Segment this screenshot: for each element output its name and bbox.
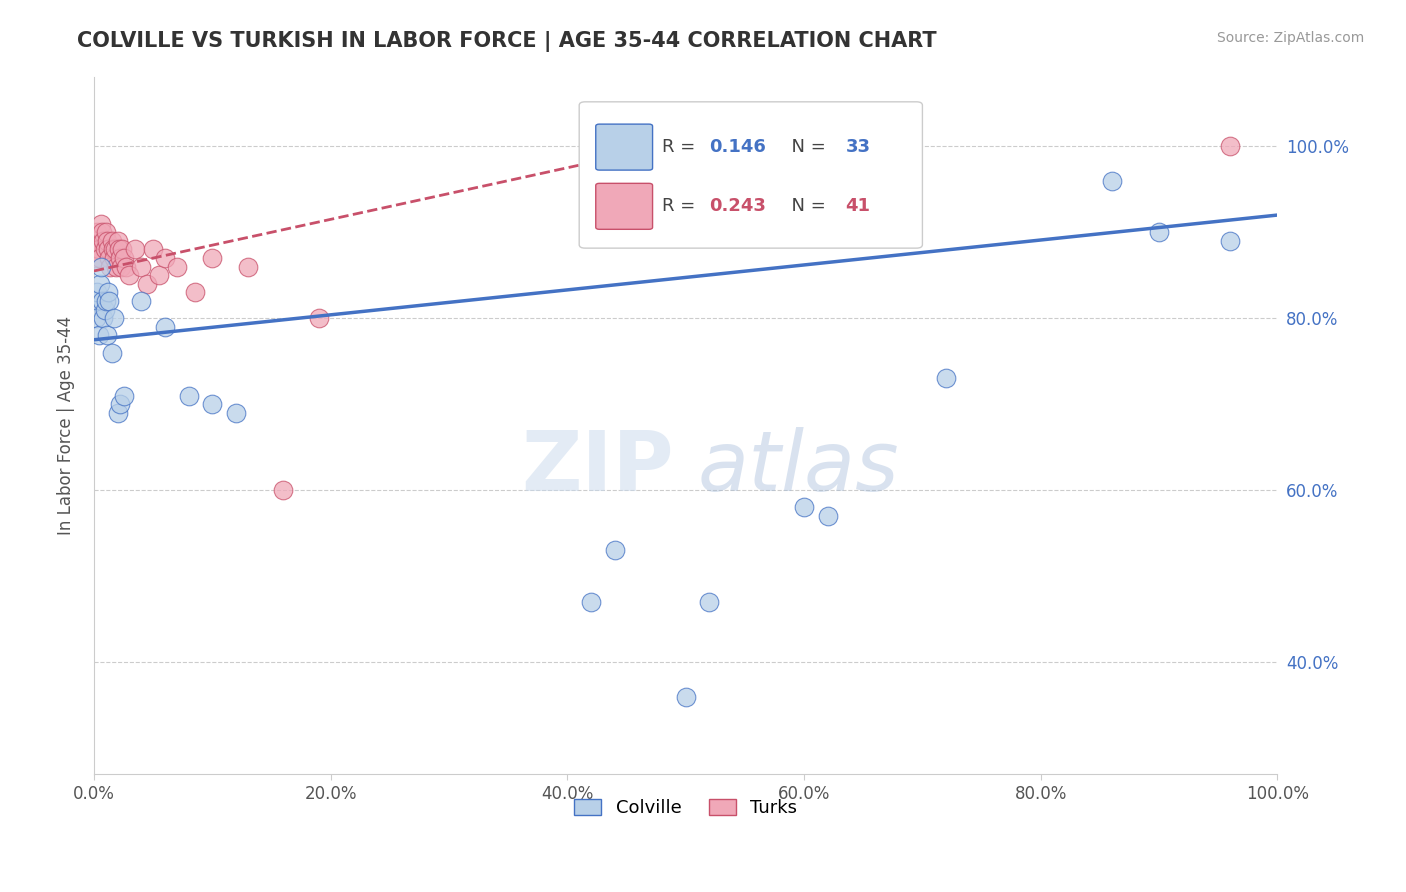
Text: ZIP: ZIP (522, 427, 673, 508)
Point (100, 260, 122, 274)
Text: N =: N = (780, 197, 832, 215)
Point (94, 294, 117, 309)
Point (84, 234, 107, 248)
Point (110, 260, 132, 274)
Point (89, 251, 111, 265)
Point (97, 243, 120, 257)
Point (153, 319, 176, 334)
Point (136, 277, 159, 291)
Point (98, 251, 121, 265)
Point (84, 251, 107, 265)
Point (103, 311, 125, 326)
Point (201, 251, 224, 265)
Point (87, 328, 110, 343)
Point (86, 225, 108, 239)
Point (129, 294, 152, 309)
Point (817, 509, 839, 524)
Point (93, 302, 115, 317)
Point (84, 311, 107, 326)
Point (91, 225, 114, 239)
Text: R =: R = (662, 197, 702, 215)
Point (96, 234, 118, 248)
Point (111, 243, 134, 257)
Point (118, 268, 141, 283)
Legend: Colville, Turks: Colville, Turks (567, 791, 804, 824)
FancyBboxPatch shape (596, 184, 652, 229)
Point (97, 285, 120, 300)
Point (1219, 139, 1241, 153)
Text: N =: N = (780, 138, 832, 156)
Point (112, 251, 135, 265)
Text: COLVILLE VS TURKISH IN LABOR FORCE | AGE 35-44 CORRELATION CHART: COLVILLE VS TURKISH IN LABOR FORCE | AGE… (77, 31, 936, 53)
Text: atlas: atlas (697, 427, 900, 508)
Point (105, 260, 128, 274)
Point (96, 328, 118, 343)
Text: 41: 41 (845, 197, 870, 215)
FancyBboxPatch shape (596, 124, 652, 170)
Text: 0.146: 0.146 (710, 138, 766, 156)
FancyBboxPatch shape (579, 102, 922, 248)
Point (84, 294, 107, 309)
Point (124, 243, 146, 257)
Point (142, 243, 165, 257)
Point (236, 260, 259, 274)
Point (100, 234, 122, 248)
Point (107, 243, 129, 257)
Point (148, 268, 170, 283)
Point (98, 294, 121, 309)
Point (699, 595, 721, 609)
Point (93, 311, 115, 326)
Point (104, 243, 127, 257)
Point (603, 543, 626, 558)
Point (90, 217, 112, 231)
Point (793, 500, 815, 515)
Point (100, 345, 122, 359)
Point (89, 277, 111, 291)
Point (935, 371, 957, 385)
Text: 33: 33 (845, 138, 870, 156)
Point (86, 285, 108, 300)
Point (107, 234, 129, 248)
Point (177, 389, 200, 403)
Point (90, 260, 112, 274)
Text: R =: R = (662, 138, 702, 156)
Point (87, 243, 110, 257)
Y-axis label: In Labor Force | Age 35-44: In Labor Force | Age 35-44 (58, 317, 75, 535)
Point (91, 294, 114, 309)
Point (93, 243, 115, 257)
Point (129, 260, 152, 274)
Point (1101, 174, 1123, 188)
Point (153, 251, 176, 265)
Point (101, 243, 124, 257)
Point (183, 285, 205, 300)
Point (115, 260, 138, 274)
Point (675, 690, 697, 704)
Point (308, 311, 330, 326)
Point (1219, 234, 1241, 248)
Point (112, 389, 135, 403)
Point (108, 397, 131, 411)
Text: 0.243: 0.243 (710, 197, 766, 215)
Point (225, 406, 247, 420)
Point (108, 251, 131, 265)
Point (107, 406, 129, 420)
Point (579, 595, 602, 609)
Point (271, 483, 294, 498)
Point (83, 243, 105, 257)
Point (103, 251, 125, 265)
Point (93, 234, 115, 248)
Text: Source: ZipAtlas.com: Source: ZipAtlas.com (1216, 31, 1364, 45)
Point (1147, 225, 1170, 239)
Point (201, 397, 224, 411)
Point (166, 260, 188, 274)
Point (94, 225, 117, 239)
